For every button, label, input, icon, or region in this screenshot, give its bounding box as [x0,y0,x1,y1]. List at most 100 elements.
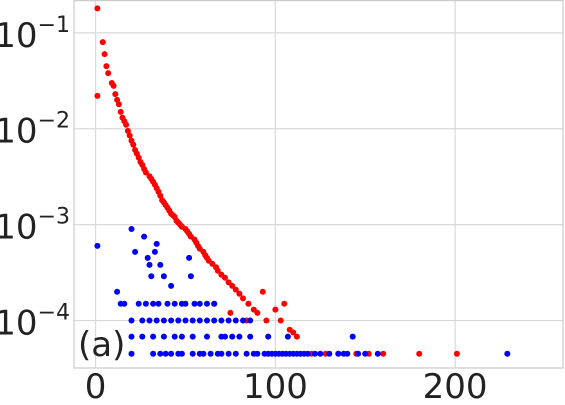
data-point [265,333,272,340]
data-point [128,226,135,232]
data-point [204,333,210,340]
data-point [153,317,160,324]
data-point [196,300,203,307]
data-point [272,306,279,313]
data-point [222,333,228,340]
data-point [247,333,254,340]
data-point [240,295,246,302]
data-point [311,350,318,357]
data-point [236,333,243,340]
data-point [281,300,288,307]
x-tick-labels: 0 100 200 [85,367,488,405]
data-point [171,333,178,340]
data-point [186,254,193,261]
data-point [142,169,149,176]
data-point [240,317,246,324]
y-tick-label: 10−2 [0,109,70,152]
data-point [243,350,250,357]
data-point [182,317,189,324]
data-point [374,350,381,357]
data-point [128,333,135,340]
data-point [218,350,225,357]
data-point [124,127,131,134]
data-point [211,317,218,324]
data-point [146,317,153,324]
data-point [504,350,511,357]
data-point [150,350,157,357]
plot-frame [73,0,564,369]
data-point [204,317,210,324]
data-point [115,101,122,108]
data-point [160,333,167,340]
data-point [168,317,175,324]
data-point [189,333,196,340]
data-point [160,273,167,280]
data-point [123,121,130,128]
data-point [218,317,225,324]
data-point [141,233,148,240]
data-point [290,329,297,336]
data-point [128,350,135,357]
data-point [168,350,175,357]
data-points [94,5,511,357]
data-point [162,350,169,357]
x-tick-label: 200 [423,367,488,405]
data-point [187,273,194,280]
data-point [204,300,210,307]
data-point [175,317,182,324]
data-point [355,350,362,357]
data-point [214,267,221,274]
data-point [263,317,270,324]
data-point [232,317,239,324]
data-point [146,261,153,268]
data-point [335,350,342,357]
data-point [225,317,232,324]
data-point [171,300,178,307]
data-point [135,300,142,307]
data-point [155,300,162,307]
data-point [236,290,243,297]
data-point [110,82,117,89]
data-point [349,333,356,340]
data-point [259,288,266,295]
data-point [182,300,189,307]
data-point [277,317,284,324]
data-point [126,132,133,139]
data-point [112,91,119,98]
data-point [247,317,254,324]
data-point [200,350,207,357]
data-point [139,317,146,324]
data-point [222,274,228,281]
data-point [189,350,196,357]
data-point [245,300,252,307]
data-point [148,273,155,280]
data-point [304,350,311,357]
data-point [326,350,333,357]
data-point [178,350,185,357]
data-point [160,317,167,324]
data-point [114,288,121,295]
panel-label: (a) [78,325,125,365]
data-point [168,282,175,289]
data-point [196,317,203,324]
data-point [130,141,137,148]
data-point [101,51,108,58]
data-point [191,300,198,307]
data-point [144,254,151,261]
data-point [232,286,239,293]
data-point [416,350,423,357]
data-point [157,350,164,357]
data-point [211,300,218,307]
data-point [157,261,164,268]
data-point [317,350,324,357]
data-point [362,350,369,357]
x-tick-label: 0 [85,367,107,405]
data-point [94,242,101,249]
data-point [103,63,110,70]
data-point [207,350,214,357]
data-point [293,333,300,340]
data-point [121,300,128,307]
data-point [117,108,124,115]
data-point [189,317,196,324]
